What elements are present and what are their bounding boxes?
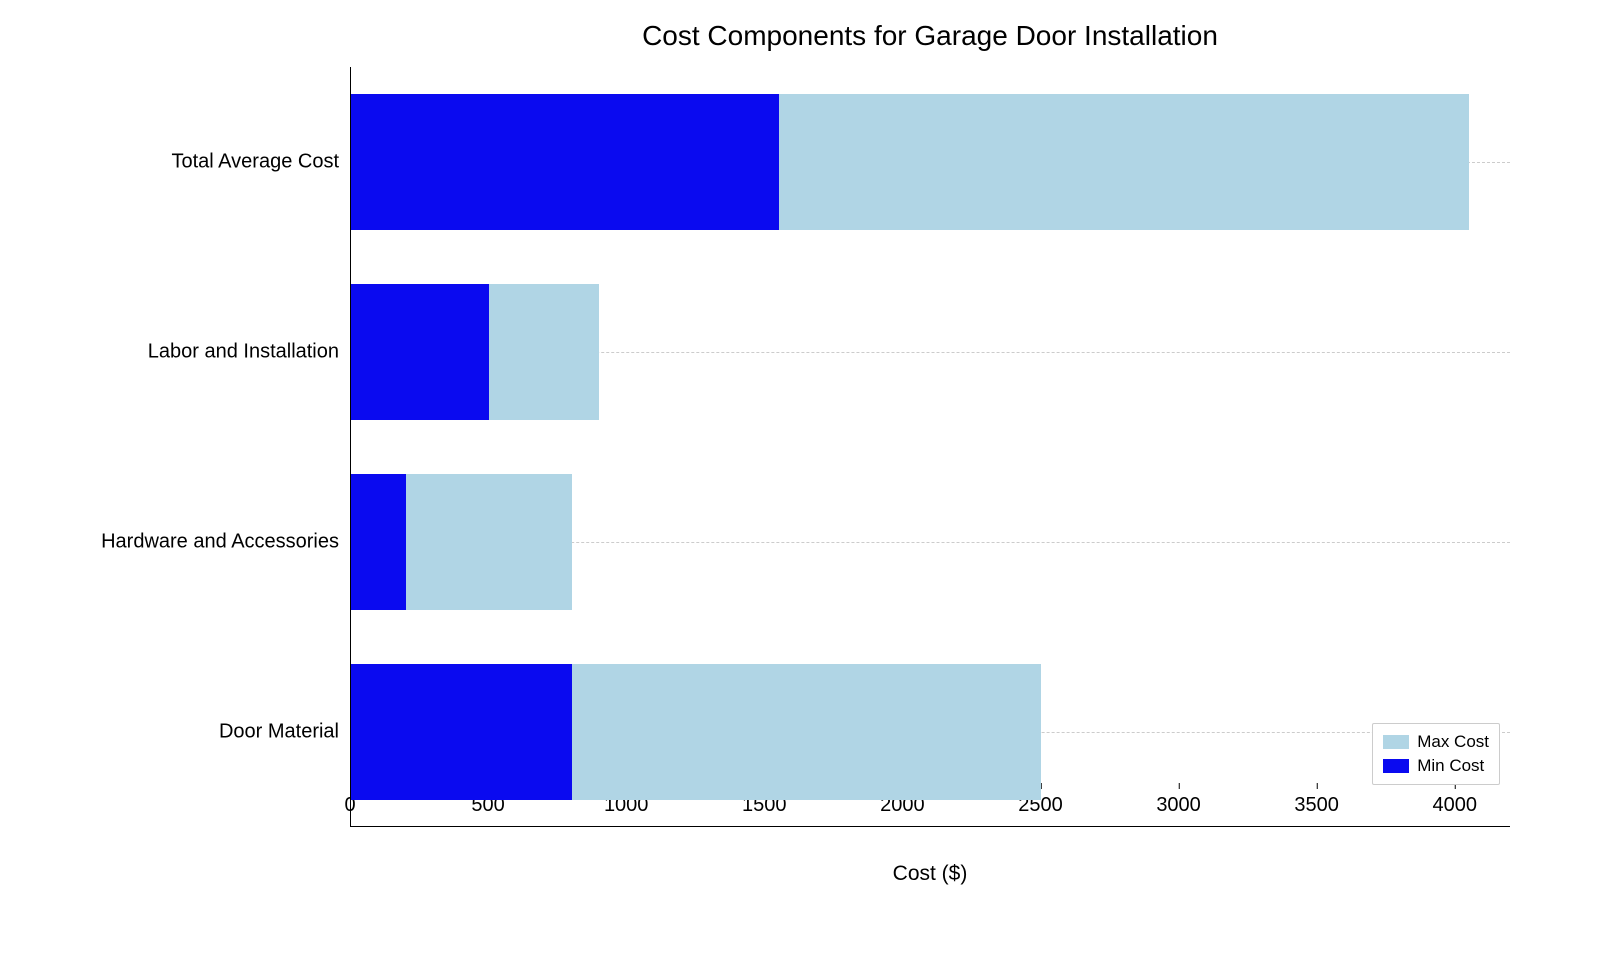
- bars-region: Door Material Hardware and Accessories Lab…: [351, 67, 1510, 826]
- x-tick: 3500: [1294, 788, 1339, 817]
- legend-item-max: Max Cost: [1383, 730, 1489, 754]
- bar-min: [351, 94, 779, 231]
- x-tick-label: 4000: [1433, 794, 1478, 817]
- bar-min: [351, 664, 572, 801]
- legend-item-min: Min Cost: [1383, 754, 1489, 778]
- chart-container: Cost Components for Garage Door Installa…: [50, 20, 1550, 920]
- legend-label-max: Max Cost: [1417, 732, 1489, 752]
- y-category-label: Total Average Cost: [171, 150, 351, 173]
- x-tick-label: 3500: [1294, 794, 1339, 817]
- legend-swatch-min: [1383, 759, 1409, 773]
- x-tick-mark: [1179, 783, 1180, 789]
- x-tick-mark: [1317, 783, 1318, 789]
- chart-title: Cost Components for Garage Door Installa…: [50, 20, 1550, 52]
- x-tick: 3000: [1156, 788, 1201, 817]
- bar-row: Door Material: [351, 664, 1510, 801]
- bar-row: Total Average Cost: [351, 94, 1510, 231]
- x-tick: 4000: [1433, 788, 1478, 817]
- bar-row: Labor and Installation: [351, 284, 1510, 421]
- legend-swatch-max: [1383, 735, 1409, 749]
- plot-area: Door Material Hardware and Accessories Lab…: [350, 67, 1510, 827]
- x-axis-label: Cost ($): [893, 862, 968, 886]
- bar-row: Hardware and Accessories: [351, 474, 1510, 611]
- bar-min: [351, 284, 489, 421]
- legend: Max Cost Min Cost: [1372, 723, 1500, 785]
- x-tick-label: 3000: [1156, 794, 1201, 817]
- bar-min: [351, 474, 406, 611]
- y-category-label: Door Material: [219, 720, 351, 743]
- legend-label-min: Min Cost: [1417, 756, 1484, 776]
- y-category-label: Labor and Installation: [148, 340, 351, 363]
- y-category-label: Hardware and Accessories: [101, 530, 351, 553]
